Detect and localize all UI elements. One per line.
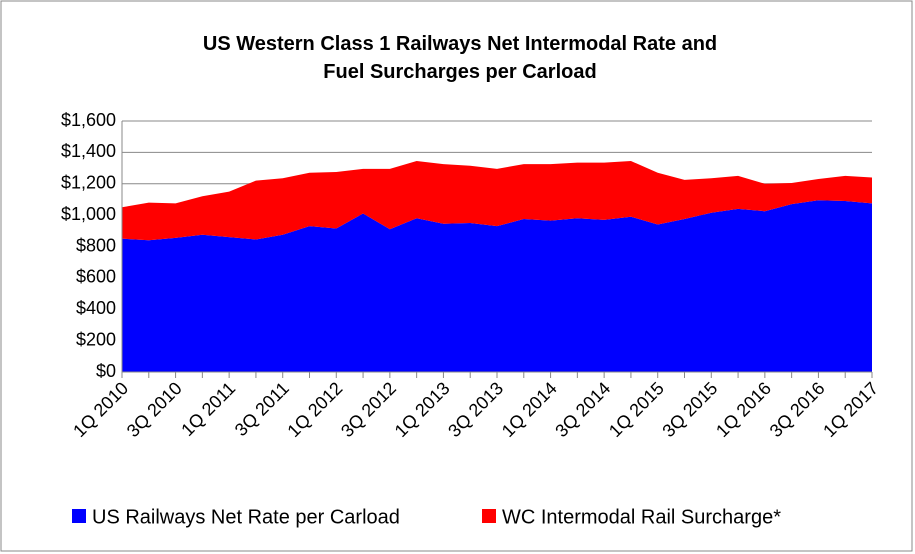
y-tick-label: $600 — [76, 267, 116, 287]
area — [122, 200, 872, 372]
area — [122, 161, 872, 241]
chart-title: US Western Class 1 Railways Net Intermod… — [202, 33, 718, 83]
legend-swatch — [482, 509, 496, 523]
y-tick-label: $200 — [76, 329, 116, 349]
y-tick-label: $0 — [96, 361, 116, 381]
legend-label: US Railways Net Rate per Carload — [92, 506, 400, 528]
y-tick-label: $1,600 — [61, 110, 116, 130]
legend-swatch — [72, 509, 86, 523]
y-tick-label: $800 — [76, 235, 116, 255]
y-tick-label: $1,200 — [61, 173, 116, 193]
y-tick-label: $1,400 — [61, 141, 116, 161]
y-tick-label: $400 — [76, 298, 116, 318]
legend-label: WC Intermodal Rail Surcharge* — [502, 506, 781, 528]
y-tick-label: $1,000 — [61, 204, 116, 224]
